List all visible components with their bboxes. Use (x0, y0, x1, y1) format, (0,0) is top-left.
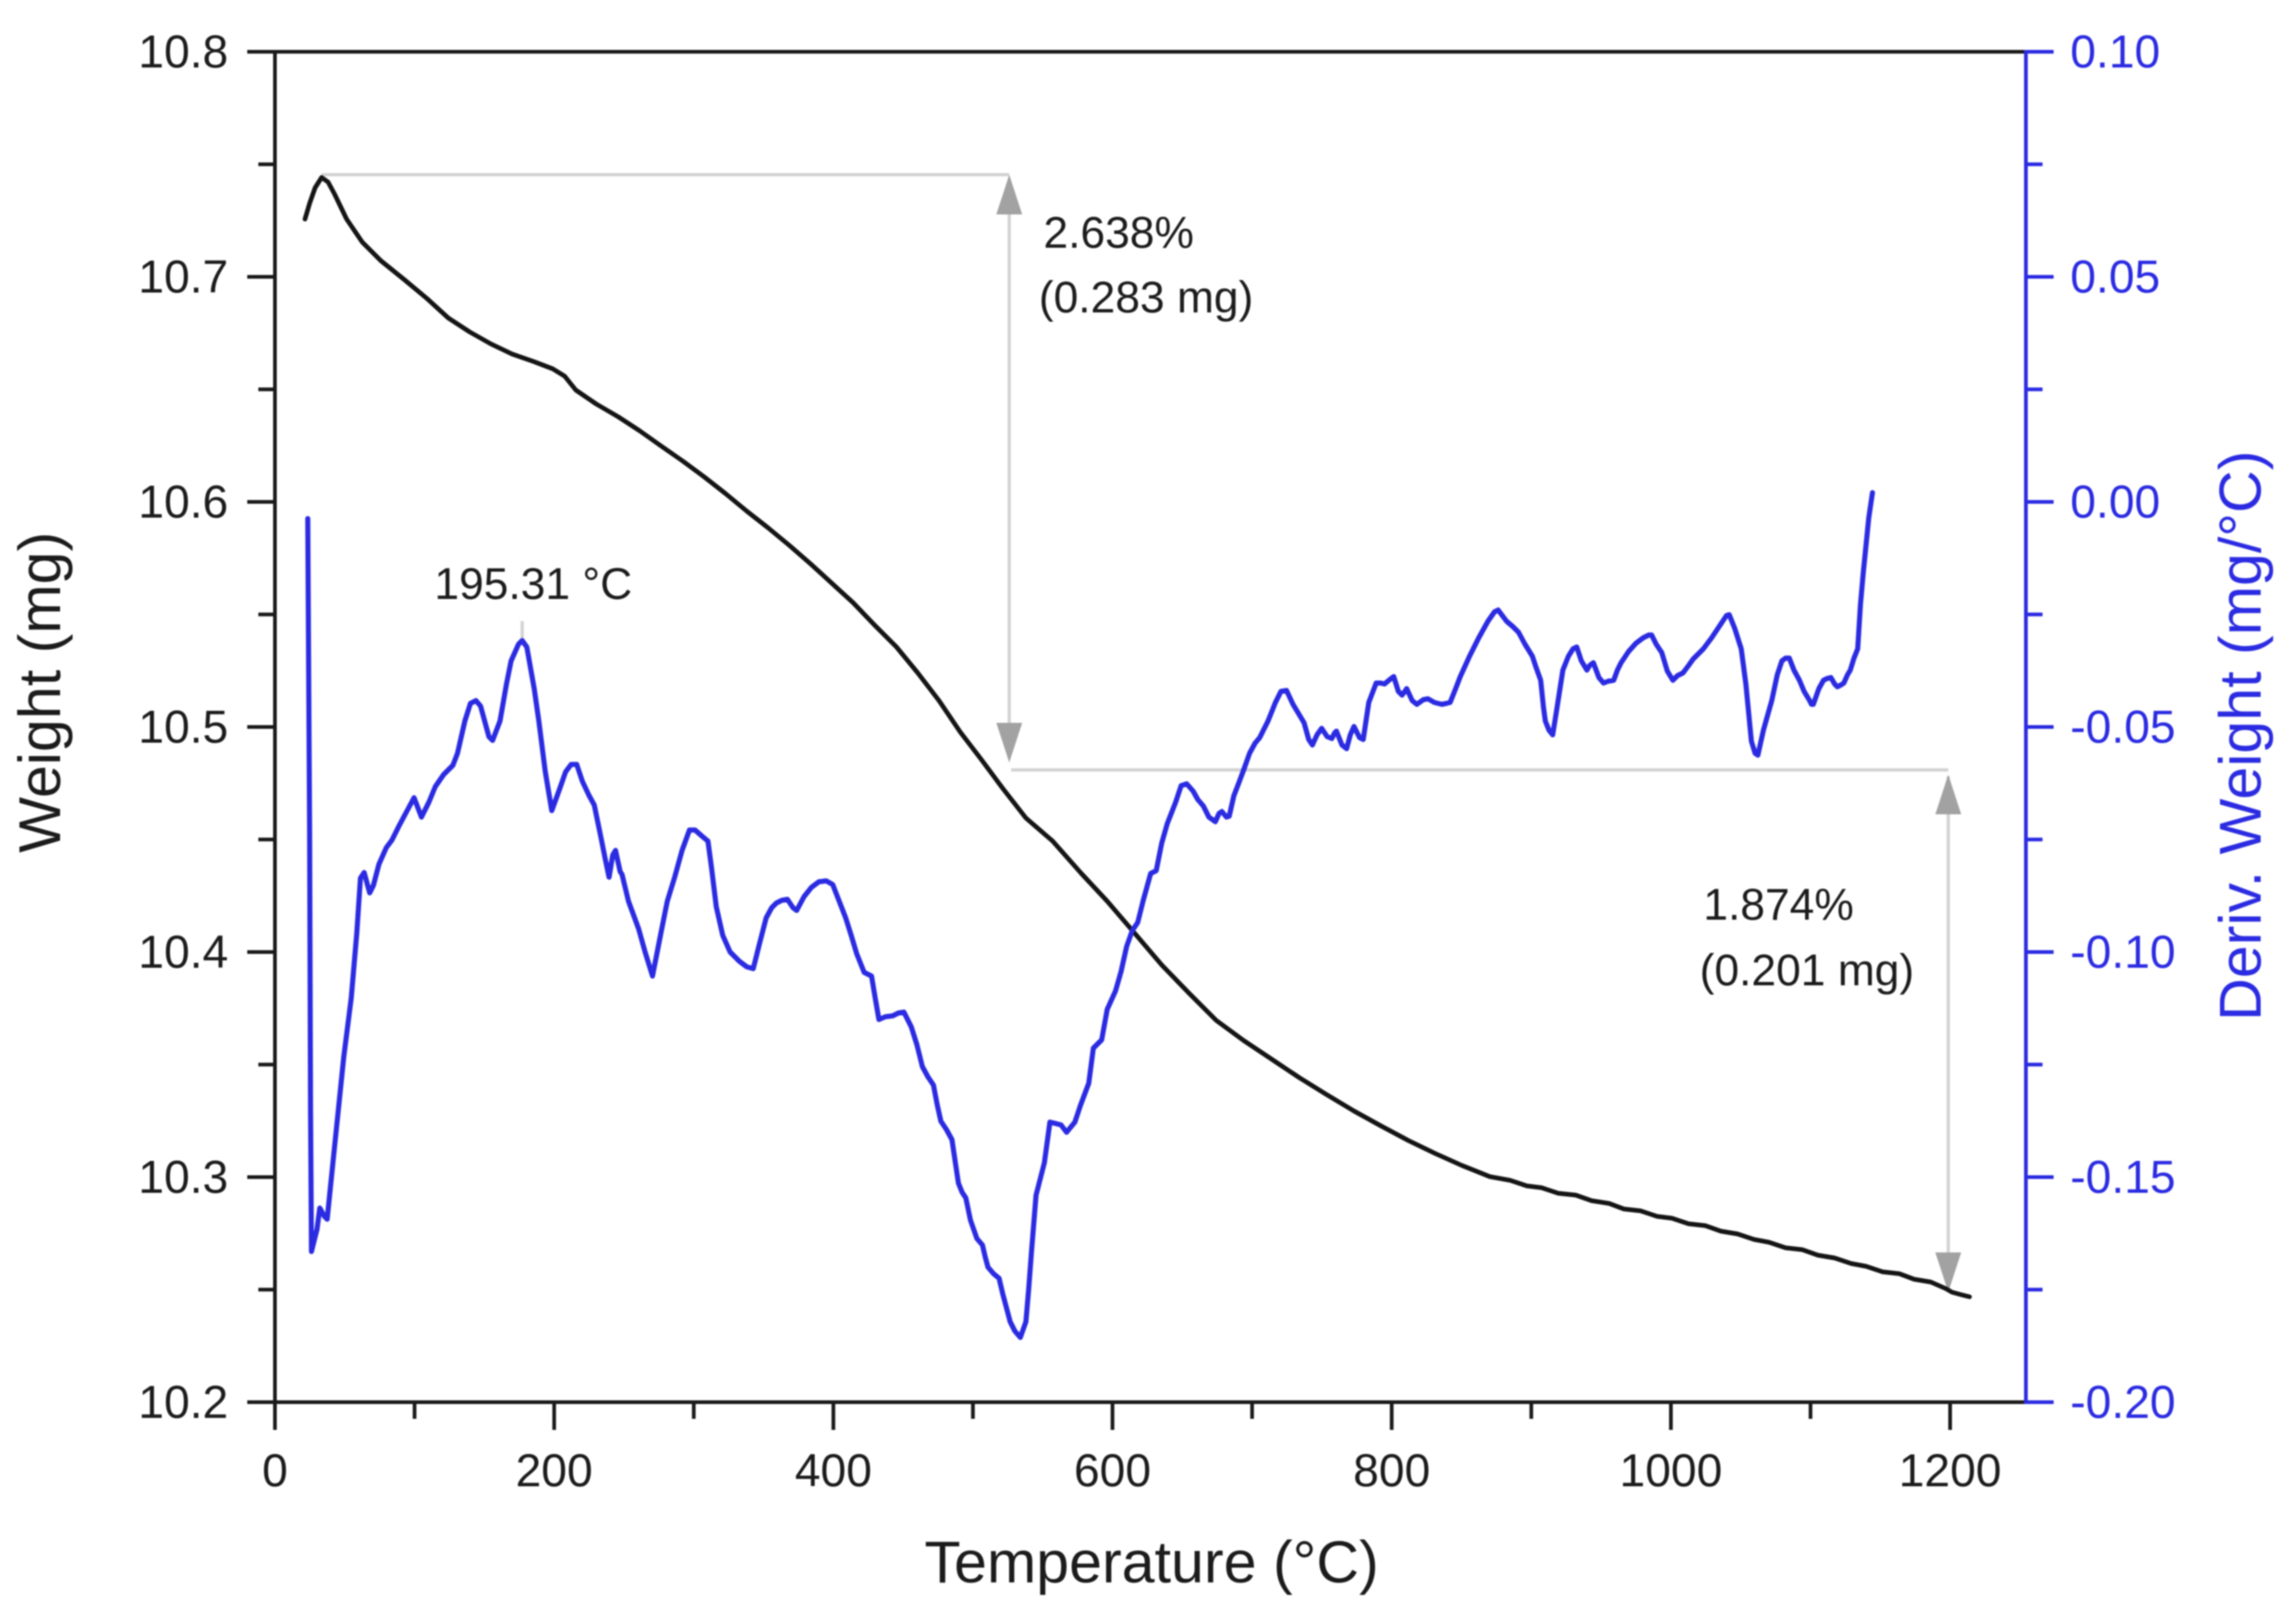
svg-text:-0.05: -0.05 (2070, 702, 2176, 753)
svg-text:195.31 °C: 195.31 °C (434, 560, 632, 609)
svg-text:0.10: 0.10 (2070, 26, 2160, 78)
svg-text:10.7: 10.7 (139, 251, 228, 303)
svg-text:1200: 1200 (1898, 1445, 2001, 1496)
svg-text:Weight (mg): Weight (mg) (6, 531, 73, 852)
svg-text:0.05: 0.05 (2070, 251, 2160, 303)
svg-text:10.6: 10.6 (139, 476, 228, 528)
svg-text:1000: 1000 (1619, 1445, 1722, 1496)
svg-text:-0.10: -0.10 (2070, 926, 2176, 978)
svg-text:10.5: 10.5 (139, 702, 228, 753)
svg-text:10.4: 10.4 (139, 926, 228, 978)
svg-text:2.638%: 2.638% (1043, 209, 1194, 258)
svg-text:600: 600 (1074, 1445, 1151, 1496)
svg-text:10.8: 10.8 (139, 26, 228, 78)
svg-text:800: 800 (1353, 1445, 1430, 1496)
svg-text:0: 0 (262, 1445, 288, 1496)
svg-text:10.2: 10.2 (139, 1376, 228, 1428)
svg-text:(0.283 mg): (0.283 mg) (1039, 274, 1253, 323)
svg-text:(0.201 mg): (0.201 mg) (1700, 946, 1914, 995)
svg-text:200: 200 (516, 1445, 592, 1496)
svg-text:-0.20: -0.20 (2070, 1376, 2176, 1428)
svg-text:1.874%: 1.874% (1703, 881, 1854, 930)
svg-text:0.00: 0.00 (2070, 476, 2160, 528)
svg-text:Deriv. Weight (mg/°C): Deriv. Weight (mg/°C) (2207, 450, 2274, 1020)
svg-text:-0.15: -0.15 (2070, 1152, 2176, 1203)
svg-text:400: 400 (795, 1445, 872, 1496)
svg-text:Temperature (°C): Temperature (°C) (924, 1529, 1379, 1595)
svg-text:10.3: 10.3 (139, 1152, 228, 1203)
